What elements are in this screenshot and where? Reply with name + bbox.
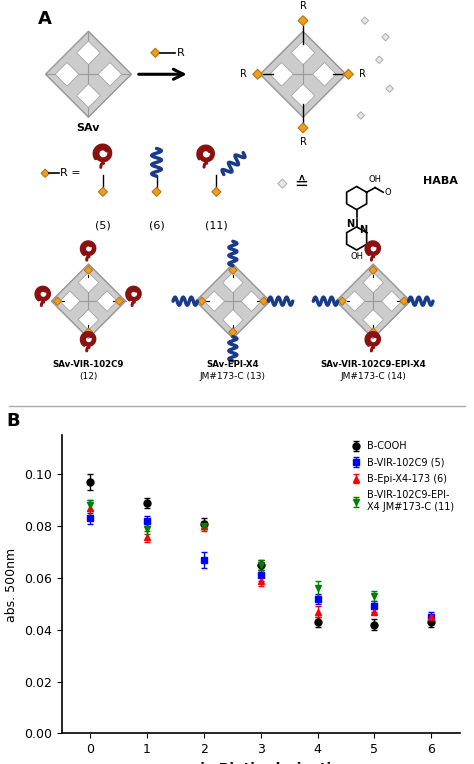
Polygon shape [291, 41, 315, 65]
Polygon shape [400, 297, 408, 306]
Polygon shape [241, 291, 262, 312]
Polygon shape [198, 297, 206, 306]
Polygon shape [313, 63, 336, 86]
Text: N: N [346, 219, 355, 228]
Polygon shape [363, 273, 383, 293]
Polygon shape [77, 41, 100, 65]
Text: HABA: HABA [423, 176, 457, 186]
Polygon shape [41, 169, 49, 177]
Polygon shape [278, 179, 287, 188]
Polygon shape [369, 266, 377, 274]
Polygon shape [51, 264, 126, 338]
Text: JM#173-C (13): JM#173-C (13) [200, 372, 266, 381]
Polygon shape [291, 84, 315, 108]
Polygon shape [270, 63, 293, 86]
Polygon shape [361, 17, 369, 24]
Text: R =: R = [60, 168, 81, 178]
Text: (12): (12) [79, 372, 98, 381]
Polygon shape [363, 309, 383, 330]
Polygon shape [151, 48, 160, 57]
Polygon shape [344, 70, 353, 79]
Text: OH: OH [350, 252, 363, 261]
Polygon shape [260, 297, 268, 306]
Text: OH: OH [369, 175, 382, 184]
Polygon shape [196, 264, 270, 338]
Polygon shape [84, 266, 92, 274]
Text: ≙: ≙ [294, 175, 308, 193]
Polygon shape [115, 297, 124, 306]
Text: SAv-VIR-102C9-EPI-X4: SAv-VIR-102C9-EPI-X4 [320, 360, 426, 369]
Polygon shape [369, 328, 377, 336]
Text: B: B [6, 412, 19, 429]
Text: SAv-EPI-X4: SAv-EPI-X4 [207, 360, 259, 369]
Polygon shape [223, 273, 243, 293]
Polygon shape [386, 85, 393, 92]
Polygon shape [298, 123, 308, 133]
Polygon shape [77, 84, 100, 108]
Polygon shape [375, 56, 383, 63]
Polygon shape [229, 266, 237, 274]
Polygon shape [229, 328, 237, 336]
Text: R: R [240, 70, 246, 79]
Text: R: R [300, 2, 307, 11]
Polygon shape [382, 34, 389, 40]
Text: JM#173-C (14): JM#173-C (14) [340, 372, 406, 381]
Text: (5): (5) [95, 221, 111, 231]
Polygon shape [298, 16, 308, 25]
Polygon shape [84, 328, 92, 336]
Polygon shape [78, 273, 99, 293]
Polygon shape [99, 187, 108, 196]
Polygon shape [253, 70, 263, 79]
Polygon shape [152, 187, 161, 196]
Polygon shape [212, 187, 221, 196]
Text: R: R [300, 138, 307, 147]
Text: SAv-VIR-102C9: SAv-VIR-102C9 [53, 360, 124, 369]
Polygon shape [54, 297, 62, 306]
Polygon shape [336, 264, 410, 338]
X-axis label: equiv Biotin-derivative: equiv Biotin-derivative [172, 762, 350, 764]
Polygon shape [345, 291, 365, 312]
Text: A: A [38, 11, 52, 28]
Polygon shape [223, 309, 243, 330]
Text: (11): (11) [205, 221, 228, 231]
Polygon shape [78, 309, 99, 330]
Text: O: O [384, 188, 391, 197]
Polygon shape [60, 291, 80, 312]
Polygon shape [338, 297, 346, 306]
Polygon shape [98, 63, 122, 86]
Text: R: R [177, 48, 185, 58]
Text: N: N [359, 225, 367, 235]
Polygon shape [260, 31, 346, 117]
Polygon shape [55, 63, 79, 86]
Polygon shape [97, 291, 117, 312]
Text: (6): (6) [149, 221, 164, 231]
Y-axis label: abs. 500nm: abs. 500nm [5, 547, 18, 622]
Text: SAv: SAv [77, 123, 100, 133]
Text: R: R [359, 70, 366, 79]
Polygon shape [357, 112, 365, 119]
Polygon shape [382, 291, 402, 312]
Polygon shape [204, 291, 225, 312]
Legend: B-COOH, B-VIR-102C9 (5), B-Epi-X4-173 (6), B-VIR-102C9-EPI-
X4 JM#173-C (11): B-COOH, B-VIR-102C9 (5), B-Epi-X4-173 (6… [346, 438, 458, 516]
Polygon shape [46, 31, 131, 117]
